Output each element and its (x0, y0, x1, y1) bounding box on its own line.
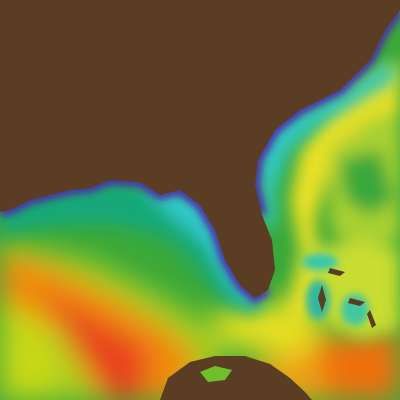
north-america (0, 0, 400, 298)
cuba (160, 356, 312, 400)
cuba-lake (200, 366, 232, 382)
bahamas-islands (318, 268, 376, 328)
warm-water (0, 240, 400, 400)
